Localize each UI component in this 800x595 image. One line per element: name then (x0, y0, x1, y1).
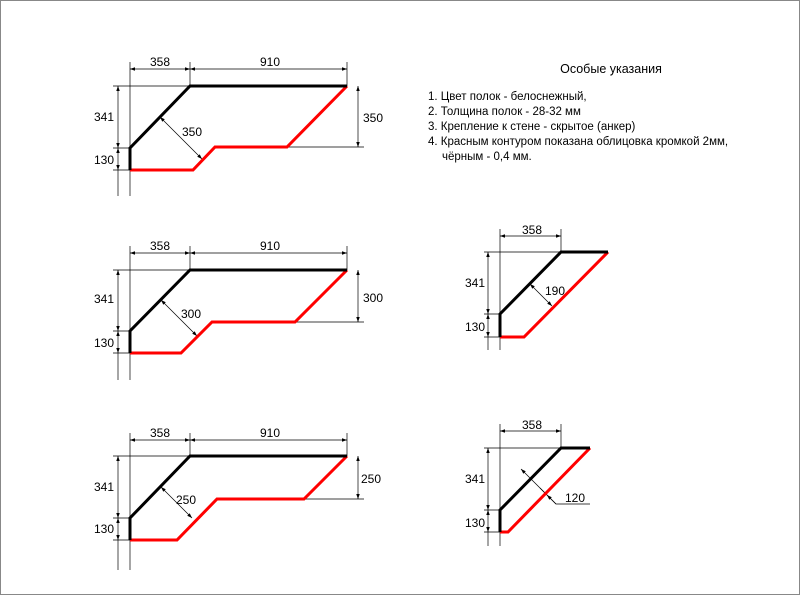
note-4: 4. Красным контуром показана облицовка к… (428, 136, 728, 148)
dim-height-top: 341 (94, 480, 114, 494)
dim-height-top: 341 (94, 110, 114, 124)
note-2: 2. Толщина полок - 28-32 мм (428, 106, 581, 118)
edge-04mm (128, 268, 347, 353)
edge-2mm (500, 446, 592, 534)
dim-depth-diagonal: 190 (545, 284, 565, 298)
dim-depth-diagonal: 300 (181, 307, 201, 321)
note-4-cont: чёрным - 0,4 мм. (442, 151, 532, 163)
dim-height-top: 341 (465, 472, 485, 486)
dim-depth-right: 300 (363, 291, 383, 305)
dim-height-top: 341 (94, 292, 114, 306)
dim-height-bottom: 130 (94, 522, 114, 536)
edge-2mm (500, 250, 610, 339)
dim-height-bottom: 130 (465, 516, 485, 530)
dim-depth-diagonal: 350 (182, 125, 202, 139)
note-1: 1. Цвет полок - белоснежный, (428, 91, 587, 103)
dim-width-left: 358 (150, 55, 170, 69)
shelf-drawing-1: 358 910 341 130 350 350 (94, 55, 383, 196)
edge-2mm (130, 454, 349, 542)
dim-depth-right: 350 (363, 111, 383, 125)
shelf-drawing-4: 358 341 130 190 (465, 223, 610, 350)
edge-04mm (498, 250, 608, 337)
shelf-drawing-5: 358 341 130 120 (465, 418, 592, 546)
dim-height-bottom: 130 (94, 153, 114, 167)
notes-title: Особые указания (560, 62, 662, 76)
dim-width-left: 358 (150, 426, 170, 440)
edge-04mm (498, 446, 590, 532)
note-3: 3. Крепление к стене - скрытое (анкер) (428, 121, 636, 133)
special-notes: Особые указания 1. Цвет полок - белоснеж… (428, 62, 728, 163)
dim-width-left: 358 (522, 418, 542, 432)
dim-depth-diagonal: 120 (565, 491, 585, 505)
shelf-drawing-3: 358 910 341 130 250 250 (94, 426, 381, 570)
dim-width-left: 358 (150, 239, 170, 253)
edge-04mm (128, 84, 347, 170)
dim-width-right: 910 (260, 55, 280, 69)
dim-height-top: 341 (465, 276, 485, 290)
dim-depth-right: 250 (361, 472, 381, 486)
dim-width-right: 910 (260, 426, 280, 440)
dim-height-bottom: 130 (94, 336, 114, 350)
dim-height-bottom: 130 (465, 320, 485, 334)
edge-2mm (130, 268, 349, 355)
dim-width-right: 910 (260, 239, 280, 253)
edge-04mm (128, 454, 347, 540)
edge-2mm (130, 84, 349, 172)
dim-width-left: 358 (522, 223, 542, 237)
shelf-drawing-2: 358 910 341 130 300 300 (94, 239, 383, 380)
dim-depth-diagonal: 250 (176, 493, 196, 507)
